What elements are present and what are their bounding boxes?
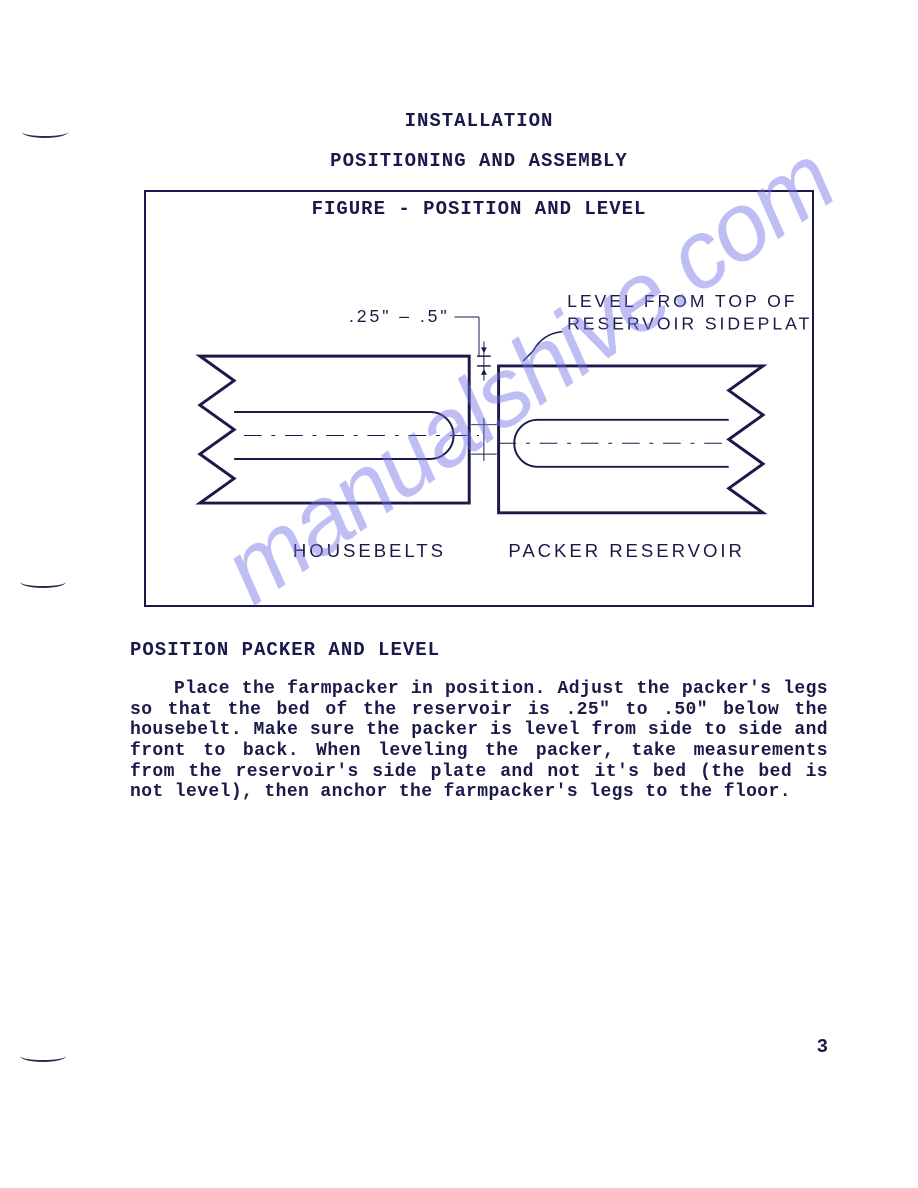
scan-artifact bbox=[20, 1050, 66, 1062]
left-part-label: HOUSEBELTS bbox=[293, 540, 446, 561]
section-heading: POSITION PACKER AND LEVEL bbox=[130, 639, 828, 661]
callout-line2: RESERVOIR SIDEPLATE bbox=[567, 314, 812, 334]
scan-artifact bbox=[22, 126, 68, 138]
scan-artifact bbox=[20, 576, 66, 588]
gap-label: .25" – .5" bbox=[349, 306, 450, 326]
body-paragraph: Place the farmpacker in position. Adjust… bbox=[130, 679, 828, 803]
document-page: INSTALLATION POSITIONING AND ASSEMBLY FI… bbox=[0, 0, 918, 1188]
figure-title: FIGURE - POSITION AND LEVEL bbox=[146, 192, 812, 220]
right-part-label: PACKER RESERVOIR bbox=[508, 540, 744, 561]
page-title: INSTALLATION bbox=[130, 110, 828, 132]
body-text: Place the farmpacker in position. Adjust… bbox=[130, 679, 828, 802]
page-number: 3 bbox=[817, 1036, 828, 1058]
page-subtitle: POSITIONING AND ASSEMBLY bbox=[130, 150, 828, 172]
figure-diagram: .25" – .5" LEVEL FROM TOP OF RESERVOIR S… bbox=[146, 220, 812, 605]
figure-container: FIGURE - POSITION AND LEVEL .25" – .5" L… bbox=[144, 190, 814, 607]
callout-line1: LEVEL FROM TOP OF bbox=[567, 291, 797, 311]
